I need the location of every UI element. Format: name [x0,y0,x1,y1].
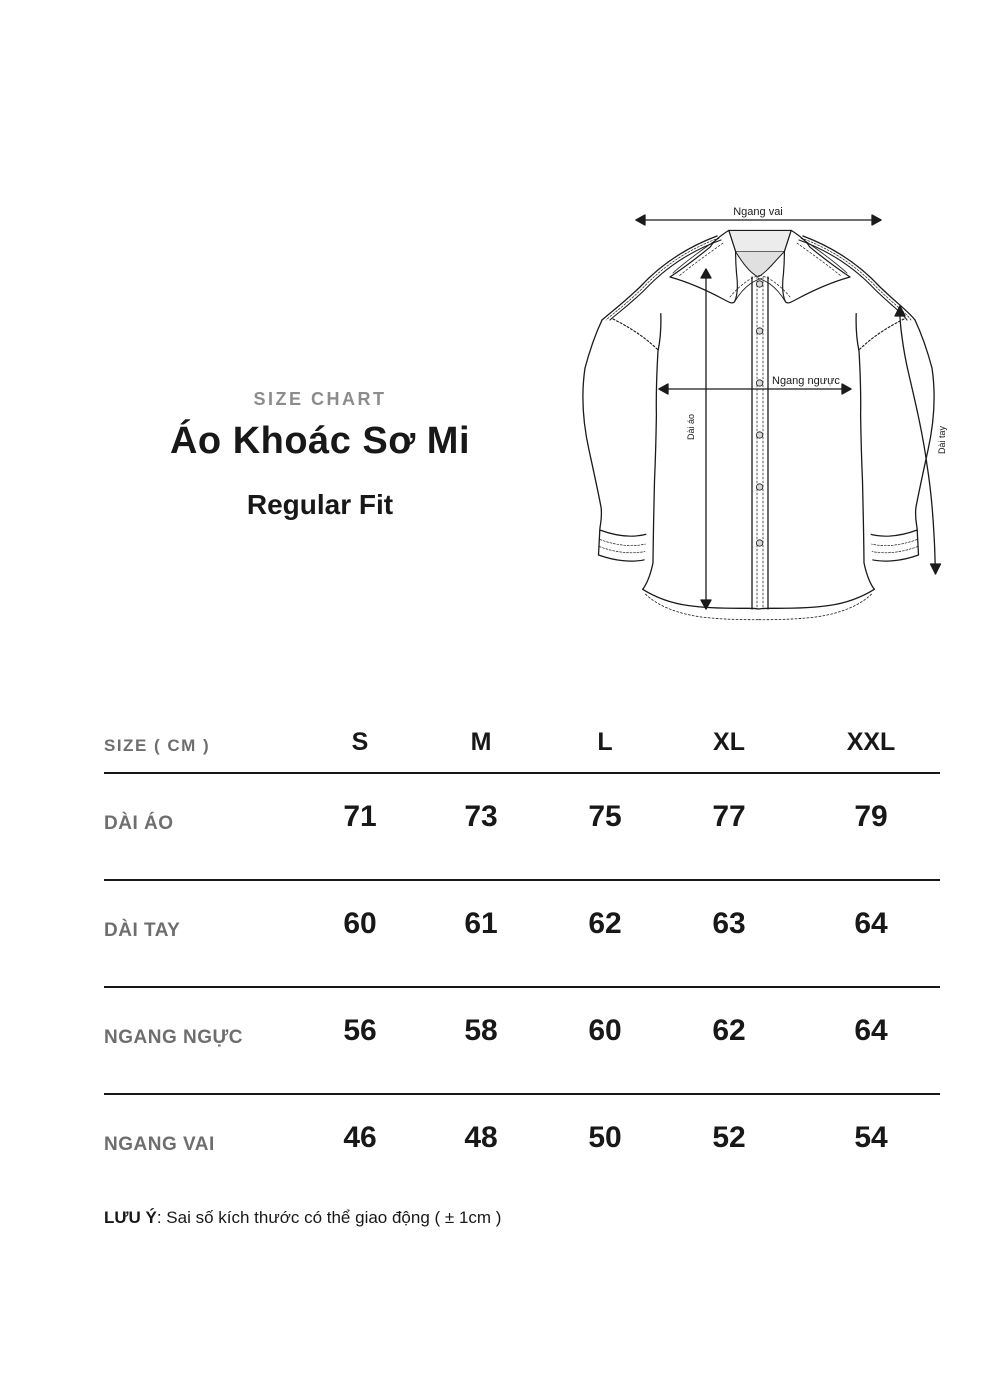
svg-text:Ngang vai: Ngang vai [733,206,783,218]
svg-text:Dài áo: Dài áo [686,414,696,440]
svg-text:Dài tay: Dài tay [937,425,947,454]
svg-text:Ngang ngưực: Ngang ngưực [772,375,840,387]
